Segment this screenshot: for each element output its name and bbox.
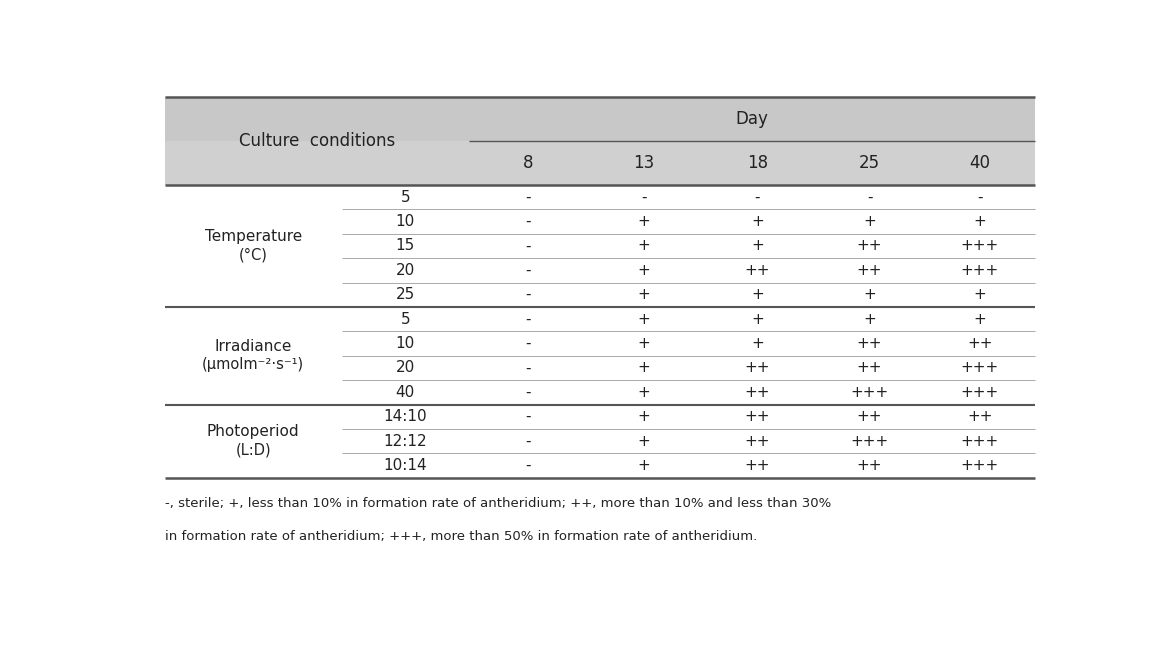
Text: -: - <box>525 312 531 327</box>
Text: +: + <box>751 214 764 229</box>
Text: (L:D): (L:D) <box>236 443 271 458</box>
Text: +++: +++ <box>961 263 999 278</box>
Text: ++: ++ <box>857 239 883 253</box>
Text: Culture  conditions: Culture conditions <box>239 132 395 150</box>
Text: +: + <box>974 287 987 302</box>
Text: -: - <box>525 287 531 302</box>
Text: +: + <box>638 312 650 327</box>
Text: -: - <box>867 190 872 205</box>
Text: +: + <box>638 287 650 302</box>
Text: 25: 25 <box>396 287 415 302</box>
Text: ++: ++ <box>967 409 993 424</box>
Text: +: + <box>638 458 650 473</box>
Text: Photoperiod: Photoperiod <box>207 424 300 440</box>
Text: ++: ++ <box>744 361 770 375</box>
Text: ++: ++ <box>857 361 883 375</box>
Text: 5: 5 <box>401 190 410 205</box>
Text: +: + <box>638 434 650 449</box>
Text: -: - <box>525 336 531 351</box>
Text: ++: ++ <box>857 458 883 473</box>
Text: 8: 8 <box>523 154 533 172</box>
Text: +: + <box>751 287 764 302</box>
Text: 5: 5 <box>401 312 410 327</box>
Bar <box>164 97 1035 141</box>
Text: 10:14: 10:14 <box>383 458 427 473</box>
Text: -: - <box>525 361 531 375</box>
Text: ++: ++ <box>857 263 883 278</box>
Text: +++: +++ <box>851 434 888 449</box>
Text: -: - <box>525 458 531 473</box>
Text: +: + <box>863 287 875 302</box>
Text: ++: ++ <box>744 385 770 400</box>
Text: (μmolm⁻²·s⁻¹): (μmolm⁻²·s⁻¹) <box>202 357 305 373</box>
Text: ++: ++ <box>744 409 770 424</box>
Text: +++: +++ <box>961 458 999 473</box>
Text: ++: ++ <box>857 409 883 424</box>
Text: ++: ++ <box>744 458 770 473</box>
Text: +: + <box>751 312 764 327</box>
Text: 13: 13 <box>633 154 654 172</box>
Text: ++: ++ <box>744 263 770 278</box>
Text: +: + <box>974 312 987 327</box>
Text: 15: 15 <box>396 239 415 253</box>
Text: 12:12: 12:12 <box>383 434 427 449</box>
Text: 14:10: 14:10 <box>383 409 427 424</box>
Text: -: - <box>525 409 531 424</box>
Text: +: + <box>751 239 764 253</box>
Text: 10: 10 <box>396 214 415 229</box>
Text: -: - <box>525 239 531 253</box>
Text: +++: +++ <box>851 385 888 400</box>
Text: +++: +++ <box>961 385 999 400</box>
Bar <box>164 141 1035 185</box>
Text: +: + <box>638 385 650 400</box>
Text: +: + <box>638 239 650 253</box>
Text: in formation rate of antheridium; +++, more than 50% in formation rate of anther: in formation rate of antheridium; +++, m… <box>164 530 757 544</box>
Text: -: - <box>525 434 531 449</box>
Text: +: + <box>638 409 650 424</box>
Text: +: + <box>974 214 987 229</box>
Text: -: - <box>525 263 531 278</box>
Text: -: - <box>525 214 531 229</box>
Text: +: + <box>638 214 650 229</box>
Text: Day: Day <box>736 110 769 129</box>
Text: -: - <box>525 385 531 400</box>
Text: -: - <box>641 190 647 205</box>
Text: ++: ++ <box>744 434 770 449</box>
Text: +: + <box>863 214 875 229</box>
Text: +: + <box>638 361 650 375</box>
Text: +++: +++ <box>961 434 999 449</box>
Text: -: - <box>755 190 761 205</box>
Text: -, sterile; +, less than 10% in formation rate of antheridium; ++, more than 10%: -, sterile; +, less than 10% in formatio… <box>164 497 831 510</box>
Text: +++: +++ <box>961 361 999 375</box>
Text: ++: ++ <box>857 336 883 351</box>
Text: 25: 25 <box>859 154 880 172</box>
Text: +++: +++ <box>961 239 999 253</box>
Text: 40: 40 <box>969 154 990 172</box>
Text: 10: 10 <box>396 336 415 351</box>
Text: 20: 20 <box>396 361 415 375</box>
Text: (°C): (°C) <box>239 247 267 263</box>
Text: 40: 40 <box>396 385 415 400</box>
Text: +: + <box>751 336 764 351</box>
Text: Temperature: Temperature <box>205 229 302 244</box>
Text: -: - <box>977 190 982 205</box>
Text: +: + <box>638 263 650 278</box>
Text: 20: 20 <box>396 263 415 278</box>
Text: ++: ++ <box>967 336 993 351</box>
Text: +: + <box>863 312 875 327</box>
Text: +: + <box>638 336 650 351</box>
Text: 18: 18 <box>747 154 768 172</box>
Text: Irradiance: Irradiance <box>214 339 292 354</box>
Text: -: - <box>525 190 531 205</box>
